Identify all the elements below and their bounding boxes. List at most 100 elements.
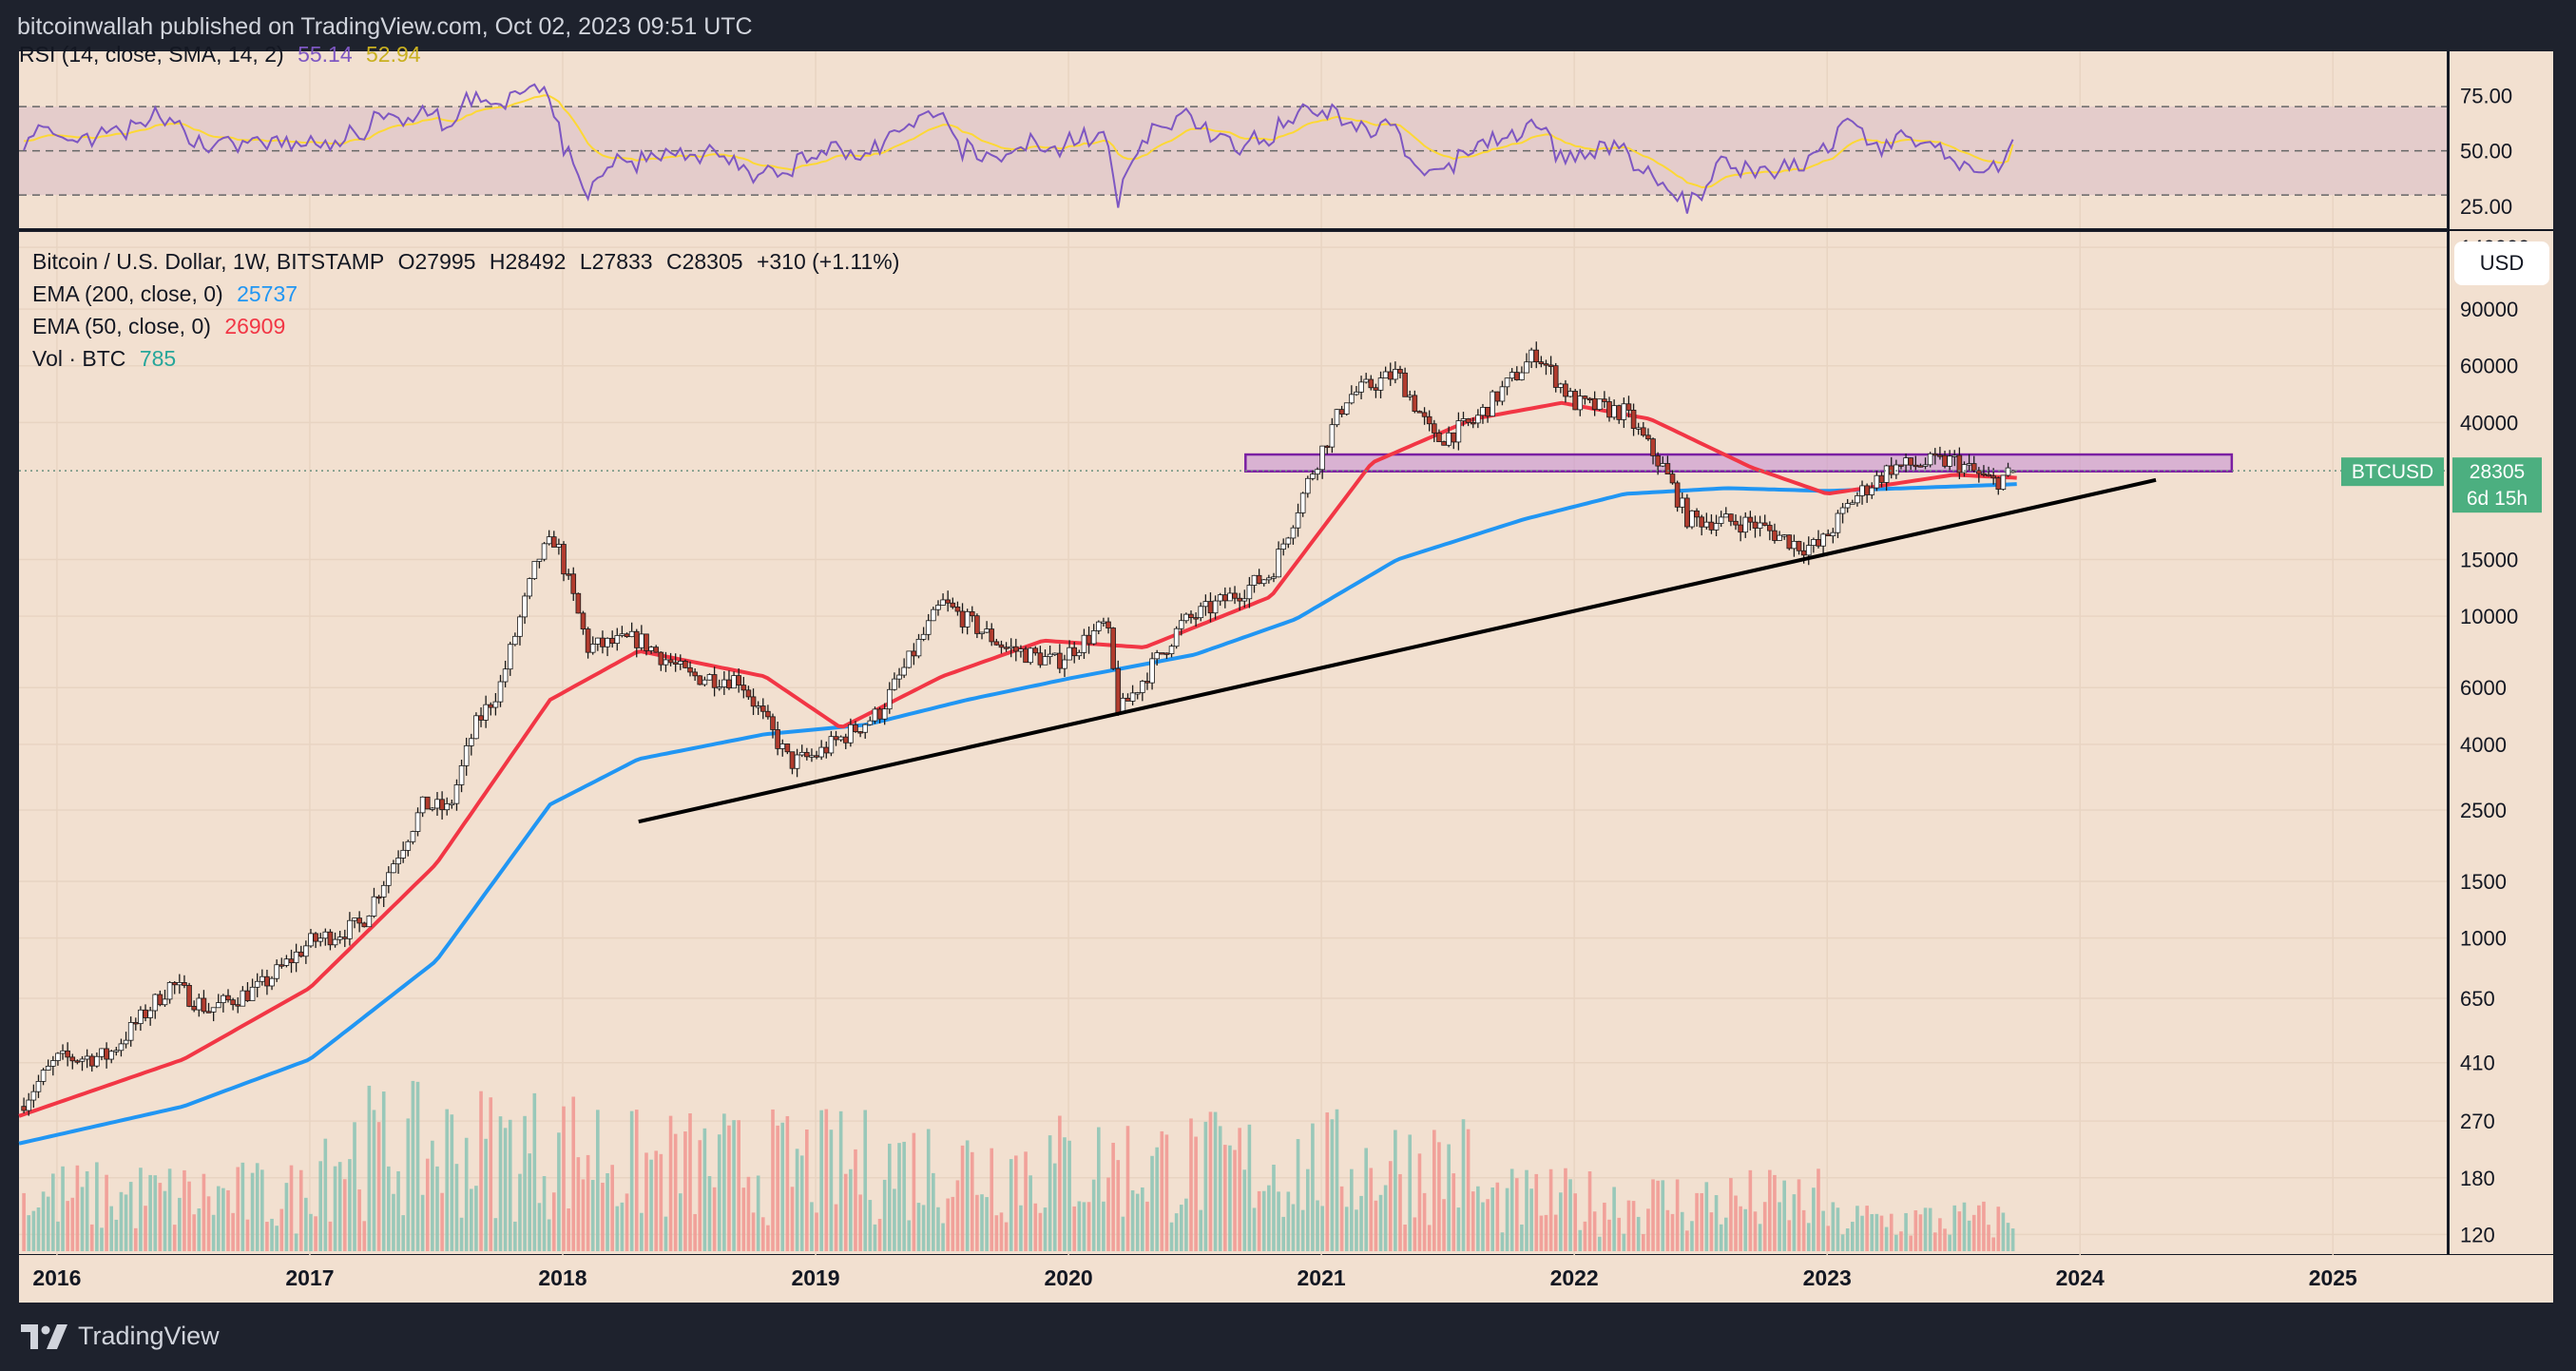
volume-bar <box>854 1149 857 1251</box>
candle-body <box>1494 391 1501 402</box>
volume-bar <box>1359 1195 1363 1251</box>
volume-bar <box>819 1110 823 1251</box>
candle-body <box>1878 474 1885 483</box>
candle-body <box>483 704 489 721</box>
candle-body <box>775 729 780 749</box>
candle-body <box>215 1002 221 1009</box>
volume-bar <box>284 1183 289 1251</box>
volume-bar <box>858 1194 862 1251</box>
volume-bar <box>387 1166 391 1251</box>
rsi-sma-legend-value: 52.94 <box>366 42 421 67</box>
volume-bar <box>1257 1190 1261 1251</box>
volume-bar <box>250 1172 255 1251</box>
candle-body <box>143 1009 148 1018</box>
volume-bar <box>2010 1228 2015 1251</box>
ticker-tag-label: BTCUSD <box>2352 461 2433 483</box>
candle-body <box>317 937 324 942</box>
volume-bar <box>1739 1206 1742 1251</box>
candle-body <box>1504 377 1510 388</box>
volume-bar <box>824 1109 829 1251</box>
candle-body <box>235 1004 241 1007</box>
candle-body <box>2009 470 2016 473</box>
candle-body <box>347 919 353 939</box>
candle-body <box>644 633 649 651</box>
volume-bar <box>1553 1214 1558 1251</box>
rsi-line <box>23 83 2014 214</box>
volume-bar <box>1758 1224 1762 1251</box>
candle-body <box>1076 651 1083 657</box>
candle-body <box>1630 409 1637 429</box>
candle-body <box>605 637 610 647</box>
candle-body <box>1393 369 1398 380</box>
volume-bar <box>673 1133 678 1251</box>
volume-bar <box>1564 1168 1567 1251</box>
volume-bar <box>1296 1139 1300 1251</box>
time-axis-label: 2025 <box>2309 1265 2357 1290</box>
volume-bar <box>1447 1144 1451 1251</box>
candle-body <box>1324 445 1331 449</box>
candle-body <box>210 1007 217 1013</box>
volume-bar <box>245 1219 250 1251</box>
volume-bar <box>294 1233 298 1251</box>
volume-bar <box>333 1166 337 1251</box>
ohlc-close: C28305 <box>665 249 743 274</box>
volume-bar <box>1004 1222 1009 1251</box>
candle-body <box>589 644 596 653</box>
volume-bar <box>873 1224 877 1251</box>
volume-bar <box>951 1196 955 1251</box>
candle-body <box>35 1081 42 1092</box>
volume-bar <box>31 1210 36 1251</box>
candle-body <box>201 997 207 1013</box>
candle-body <box>1373 387 1379 391</box>
volume-bar <box>1072 1206 1077 1251</box>
volume-bar <box>221 1188 225 1251</box>
candle-body <box>1416 411 1423 414</box>
volume-bar <box>693 1213 697 1251</box>
candle-body <box>1922 464 1929 467</box>
candle-body <box>789 751 796 769</box>
candle-body <box>1480 407 1486 416</box>
volume-bar <box>396 1170 400 1251</box>
candle-body <box>40 1070 47 1082</box>
volume-bar <box>1675 1179 1680 1251</box>
volume-bar <box>1932 1232 1937 1251</box>
candle-body <box>964 610 971 628</box>
candle-body <box>1451 432 1457 443</box>
price-axis-label: 60000 <box>2460 355 2518 378</box>
tradingview-footer[interactable]: TradingView <box>21 1322 220 1351</box>
candle-body <box>1173 628 1180 647</box>
volume-bar <box>1509 1168 1514 1251</box>
volume-bar <box>1680 1211 1684 1251</box>
volume-bar <box>620 1202 625 1251</box>
candle-body <box>750 696 757 707</box>
volume-bar <box>153 1175 158 1251</box>
volume-bar <box>663 1216 668 1251</box>
volume-bar <box>1753 1211 1758 1251</box>
candle-body <box>692 671 698 677</box>
candle-body <box>969 610 975 617</box>
candle-body <box>881 708 888 720</box>
volume-bar <box>1860 1215 1864 1251</box>
candle-body <box>731 675 737 689</box>
volume-bar <box>1729 1178 1733 1251</box>
candle-body <box>522 595 528 618</box>
volume-bar <box>1374 1200 1378 1251</box>
candle-body <box>726 679 732 689</box>
candle-body <box>1674 482 1681 508</box>
candle-body <box>279 964 285 967</box>
volume-bar <box>1743 1208 1748 1251</box>
volume-bar <box>1578 1229 1583 1251</box>
candle-body <box>45 1065 51 1071</box>
candle-body <box>1830 531 1836 537</box>
candle-body <box>1105 621 1111 628</box>
volume-value: 785 <box>139 346 177 371</box>
volume-bar <box>838 1110 843 1251</box>
candle-body <box>1446 432 1451 446</box>
volume-bar <box>649 1159 653 1251</box>
volume-bar <box>66 1201 69 1251</box>
candle-body <box>1003 647 1009 649</box>
candle-body <box>1786 534 1793 550</box>
candle-body <box>580 612 586 630</box>
currency-button[interactable]: USD <box>2454 241 2549 285</box>
